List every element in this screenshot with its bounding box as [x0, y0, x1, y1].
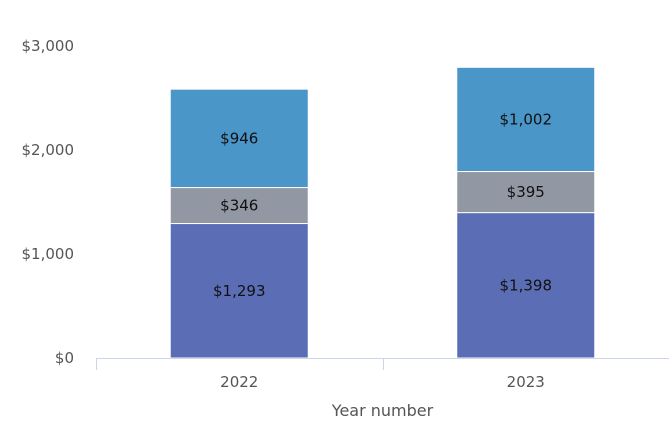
x-axis-title: Year number	[331, 401, 434, 420]
bar-segment[interactable]	[169, 88, 309, 189]
data-label: $946	[220, 129, 258, 147]
x-axis	[96, 358, 669, 370]
bar-segment[interactable]	[169, 187, 309, 225]
x-tick-label: 2022	[220, 373, 258, 391]
data-label: $346	[220, 197, 258, 215]
y-tick-label: $3,000	[22, 37, 75, 55]
bar-area: $1,293 $346 $946 $1,398 $395 $1,002	[169, 66, 596, 359]
data-label: $395	[507, 183, 545, 201]
data-label: $1,293	[213, 282, 266, 300]
data-label: $1,002	[500, 110, 553, 128]
x-tick-label: 2023	[507, 373, 545, 391]
y-tick-label: $1,000	[22, 245, 75, 263]
bar-segment[interactable]	[456, 66, 596, 173]
y-tick-label: $2,000	[22, 141, 75, 159]
bar-segment[interactable]	[456, 171, 596, 214]
x-tick-labels: 2022 2023	[220, 373, 545, 391]
bar-segment[interactable]	[169, 223, 309, 359]
bar-segment[interactable]	[456, 212, 596, 359]
y-tick-label: $0	[55, 349, 74, 367]
data-label: $1,398	[500, 276, 553, 294]
y-axis: $0 $1,000 $2,000 $3,000	[22, 37, 75, 367]
